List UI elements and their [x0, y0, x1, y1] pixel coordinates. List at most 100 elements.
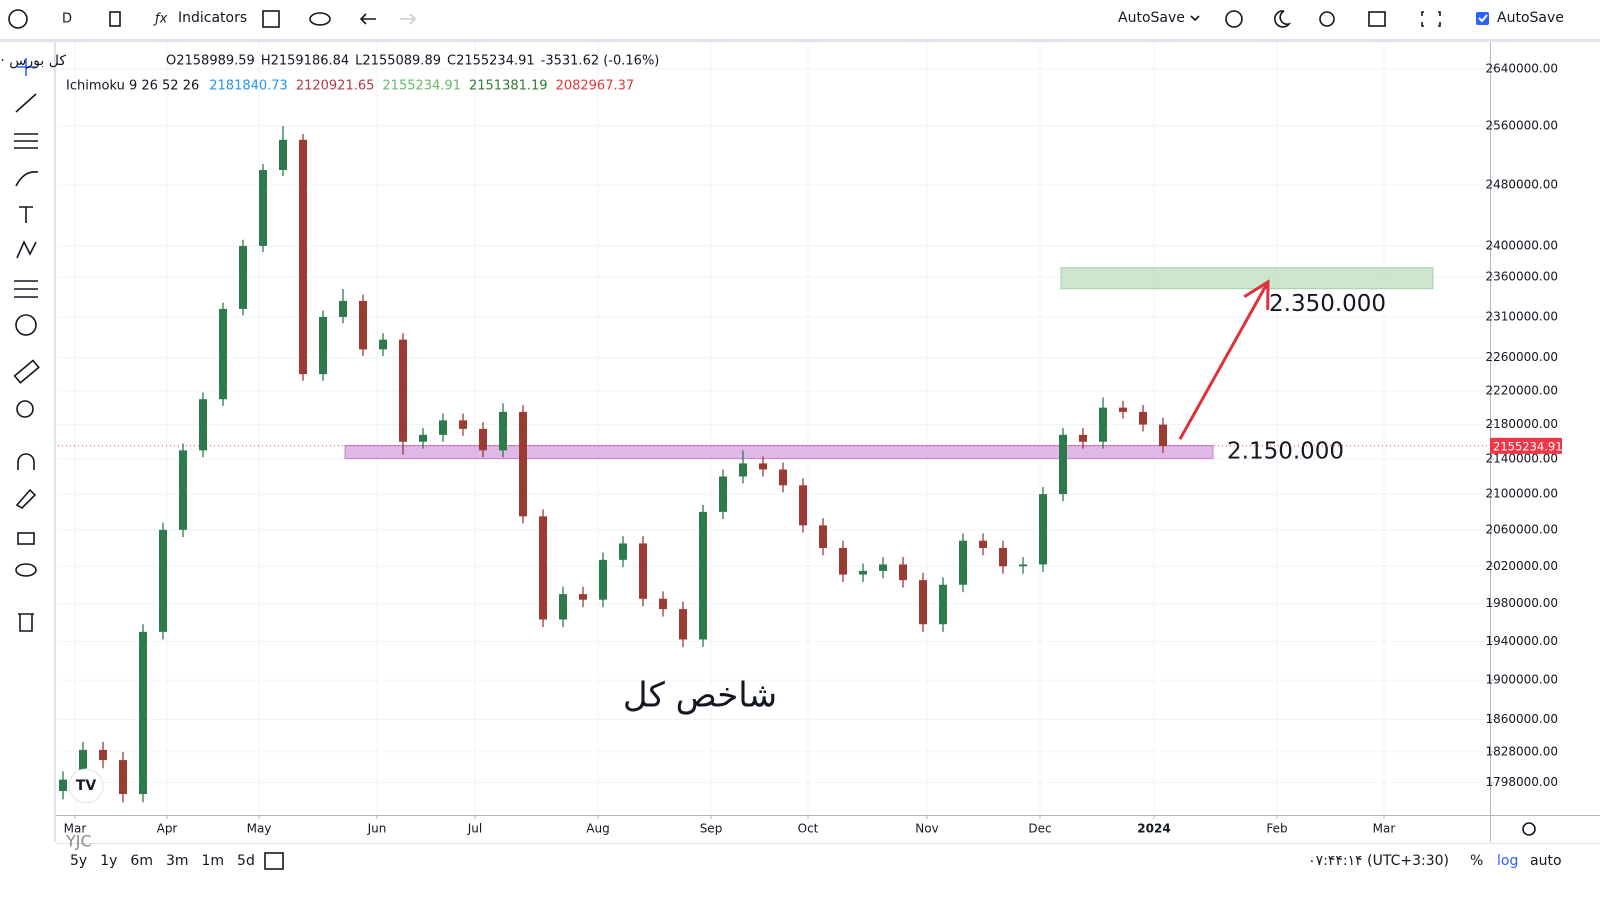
candle-body	[1119, 407, 1127, 412]
magnet-tool[interactable]	[17, 453, 35, 470]
candle-body	[279, 139, 287, 171]
autosave-menu[interactable]: AutoSave	[1118, 10, 1185, 26]
add-symbol[interactable]	[8, 9, 28, 29]
candle-body	[99, 749, 107, 761]
candle-body	[999, 547, 1007, 567]
candle-body	[979, 540, 987, 548]
icons-tool[interactable]	[15, 314, 37, 336]
stay-drawing-tool[interactable]	[15, 488, 37, 510]
candle-body	[1159, 424, 1167, 447]
range-button[interactable]: 1m	[202, 853, 225, 869]
range-button[interactable]: 6m	[130, 853, 153, 869]
x-tick-label: Jul	[467, 822, 482, 836]
theme[interactable]	[1274, 10, 1292, 28]
candle-body	[779, 469, 787, 486]
candle-body	[79, 749, 87, 780]
indicator-name: Ichimoku 9 26 52 26	[66, 79, 199, 94]
indicators-button[interactable]: Indicators	[178, 10, 247, 26]
chart-type[interactable]	[109, 11, 121, 27]
indicator-value: 2155234.91	[382, 79, 461, 94]
candle-body	[439, 420, 447, 435]
zoom-tool[interactable]	[16, 400, 34, 418]
log-toggle[interactable]: log	[1497, 853, 1518, 869]
share[interactable]	[1319, 11, 1335, 27]
candle-body	[499, 411, 507, 451]
candle-body	[319, 316, 327, 375]
candle-body	[839, 547, 847, 575]
crosshair-tool[interactable]	[17, 58, 35, 76]
visibility[interactable]	[309, 12, 331, 26]
candle-body	[219, 308, 227, 400]
candle-body	[519, 411, 527, 517]
zone-label: 2.150.000	[1227, 439, 1344, 465]
top-toolbar: D ƒx Indicators AutoSave AutoSave	[0, 9, 1600, 42]
trend-line-tool[interactable]	[15, 93, 37, 113]
autosave-caret[interactable]	[1190, 15, 1200, 22]
zone-label: 2.350.000	[1269, 291, 1386, 317]
x-tick-label: Apr	[157, 822, 178, 836]
interval-button[interactable]: D	[62, 12, 72, 27]
axis-settings[interactable]	[1522, 822, 1536, 836]
text-tool[interactable]	[19, 206, 33, 223]
redo[interactable]	[400, 13, 417, 25]
date-range-picker[interactable]	[264, 852, 284, 870]
candle-body	[59, 779, 67, 791]
y-tick-label: 1860000.00	[1485, 712, 1558, 726]
settings[interactable]	[1225, 10, 1243, 28]
autosave-label: AutoSave	[1497, 10, 1564, 26]
bottom-bar: TV YJC ۰۷:۴۴:۱۴ (UTC+3:30) % log auto 5y…	[65, 768, 1562, 870]
check-mark	[1478, 14, 1488, 23]
x-tick-label: Dec	[1028, 822, 1051, 836]
brush-tool[interactable]	[15, 170, 39, 187]
candle-body	[1079, 434, 1087, 442]
candle-body	[619, 543, 627, 560]
candle-body	[1099, 407, 1107, 442]
tv-logo	[68, 768, 104, 804]
bottom-bar-border	[56, 843, 1600, 844]
snapshot[interactable]	[1368, 11, 1386, 27]
candle-body	[659, 598, 667, 610]
range-button[interactable]: 1y	[100, 853, 117, 869]
indicator-value: 2151381.19	[469, 79, 548, 94]
templates[interactable]	[262, 10, 280, 28]
x-tick-label: Sep	[700, 822, 723, 836]
candle-body	[899, 564, 907, 581]
y-tick-label: 2220000.00	[1485, 383, 1558, 397]
candle-body	[1039, 494, 1047, 565]
fib-tool[interactable]	[14, 133, 38, 149]
range-button[interactable]: 3m	[166, 853, 189, 869]
candle-body	[539, 516, 547, 620]
candle-body	[119, 760, 127, 795]
candle-body	[299, 139, 307, 375]
ruler-tool[interactable]	[13, 359, 40, 384]
y-tick-label: 1980000.00	[1485, 596, 1558, 610]
remove-tool[interactable]	[18, 613, 34, 632]
pattern-tool[interactable]	[16, 240, 37, 259]
autosave-checkbox[interactable]	[1476, 12, 1489, 25]
ohlc-value: C2155234.91	[447, 54, 535, 69]
prediction-tool[interactable]	[14, 280, 38, 298]
auto-toggle[interactable]: auto	[1530, 853, 1562, 869]
candle-body	[699, 511, 707, 640]
candle-body	[919, 580, 927, 625]
x-tick-label: Nov	[915, 822, 938, 836]
x-tick-label: Jun	[367, 822, 387, 836]
range-button[interactable]: 5d	[237, 853, 255, 869]
y-tick-label: 1940000.00	[1485, 634, 1558, 648]
undo[interactable]	[359, 13, 376, 25]
toolbar-border	[54, 42, 56, 842]
x-tick-label: Mar	[64, 822, 87, 836]
lock-tool[interactable]	[17, 532, 35, 545]
candle-body	[179, 450, 187, 530]
fullscreen[interactable]	[1421, 11, 1441, 27]
x-tick-label: Feb	[1266, 822, 1287, 836]
watermark: YJC	[65, 832, 92, 851]
time-axis-border	[56, 815, 1600, 816]
y-tick-label: 2260000.00	[1485, 350, 1558, 364]
range-button[interactable]: 5y	[70, 853, 87, 869]
x-tick-label: Mar	[1373, 822, 1396, 836]
percent-toggle[interactable]: %	[1470, 853, 1483, 869]
indicator-value: 2120921.65	[296, 79, 375, 94]
annotation: شاخص کل	[623, 675, 777, 715]
hide-tool[interactable]	[15, 563, 37, 577]
